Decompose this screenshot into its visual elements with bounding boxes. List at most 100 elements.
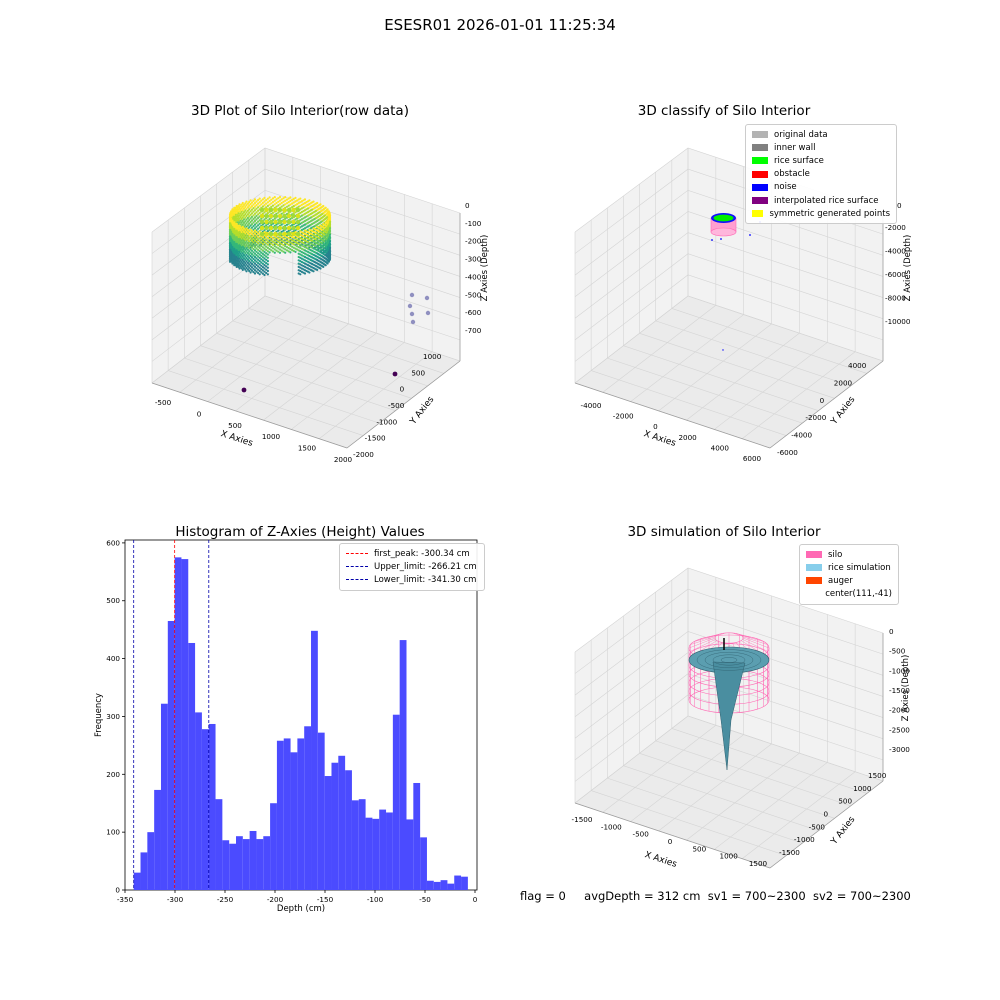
- raw-point: [270, 236, 273, 239]
- raw-point: [258, 236, 261, 240]
- raw-point: [294, 204, 297, 207]
- raw-point: [250, 208, 254, 211]
- y-tick-label: -1500: [779, 848, 800, 857]
- raw-point: [297, 198, 300, 201]
- raw-point: [268, 196, 271, 199]
- raw-point: [239, 212, 242, 215]
- raw-point: [260, 199, 263, 202]
- raw-point: [268, 243, 271, 246]
- raw-point: [250, 201, 254, 204]
- raw-point: [328, 220, 332, 223]
- raw-point: [236, 221, 239, 224]
- raw-point: [235, 219, 238, 222]
- raw-point: [236, 210, 239, 213]
- raw-point: [249, 220, 252, 224]
- raw-point: [273, 199, 276, 202]
- raw-point: [242, 211, 246, 214]
- raw-point: [280, 237, 283, 241]
- sv1-value: sv1 = 700~2300: [707, 889, 806, 903]
- raw-point: [234, 210, 237, 213]
- x-tick-label: -1000: [601, 822, 622, 831]
- raw-point: [252, 199, 255, 202]
- raw-point: [273, 196, 276, 199]
- raw-point: [239, 216, 242, 219]
- raw-point: [300, 225, 303, 228]
- y-tick-label: 1500: [868, 771, 887, 780]
- raw-point: [300, 218, 303, 221]
- raw-point: [302, 224, 305, 227]
- raw-point: [246, 216, 249, 220]
- raw-point: [249, 202, 252, 206]
- raw-point: [234, 217, 237, 220]
- raw-point: [302, 202, 305, 205]
- raw-point: [233, 210, 236, 213]
- legend-label: center(111,-41): [825, 589, 892, 600]
- grid-line: [263, 332, 377, 421]
- raw-point: [235, 208, 238, 211]
- raw-point: [266, 204, 269, 207]
- raw-point: [252, 231, 255, 234]
- raw-point: [252, 221, 255, 224]
- raw-point: [252, 207, 255, 210]
- raw-point: [250, 219, 254, 222]
- raw-point: [244, 202, 247, 205]
- raw-point: [258, 204, 261, 207]
- raw-point: [253, 209, 257, 212]
- raw-point: [273, 203, 276, 206]
- legend-entry: auger: [806, 574, 892, 587]
- raw-point: [250, 215, 254, 218]
- raw-point: [245, 204, 248, 207]
- raw-point: [239, 226, 242, 229]
- raw-point: [271, 229, 275, 232]
- raw-point: [252, 214, 255, 217]
- legend-entry: center(111,-41): [806, 588, 892, 601]
- raw-point: [300, 203, 303, 206]
- raw-point: [248, 204, 251, 207]
- raw-point: [263, 204, 266, 207]
- raw-point: [275, 237, 278, 241]
- raw-point: [235, 222, 238, 226]
- raw-point: [263, 211, 266, 214]
- raw-point: [248, 230, 251, 233]
- raw-point: [236, 224, 239, 227]
- raw-point: [328, 213, 332, 217]
- y-tick-label: -500: [809, 822, 826, 831]
- legend-entry: rice simulation: [806, 561, 892, 574]
- raw-point: [242, 221, 246, 224]
- raw-point: [253, 212, 257, 215]
- raw-point: [238, 214, 241, 217]
- grid-line: [200, 345, 396, 411]
- raw-point: [278, 195, 282, 199]
- x-tick-label: 1000: [720, 852, 739, 861]
- floor-pane: [152, 296, 460, 448]
- raw-point: [242, 230, 246, 233]
- raw-point: [328, 217, 332, 220]
- raw-point: [257, 198, 260, 202]
- raw-point: [244, 220, 247, 223]
- raw-point: [265, 199, 268, 202]
- raw-point: [248, 200, 251, 204]
- raw-point: [253, 229, 257, 232]
- raw-point: [289, 196, 292, 199]
- raw-point: [244, 229, 247, 232]
- raw-point: [255, 207, 258, 210]
- x-tick-label: -1500: [572, 815, 593, 824]
- raw-point: [241, 219, 244, 223]
- x-tick-label: -500: [633, 830, 650, 839]
- raw-point: [253, 198, 257, 201]
- raw-point: [244, 213, 247, 216]
- y-tick-label: 500: [838, 797, 852, 806]
- raw-point: [250, 226, 254, 229]
- raw-point: [250, 205, 254, 208]
- raw-point: [302, 228, 305, 231]
- raw-point: [292, 197, 295, 200]
- raw-point: [246, 209, 249, 212]
- raw-point: [237, 212, 240, 215]
- raw-point: [277, 211, 280, 214]
- raw-point: [258, 211, 261, 215]
- raw-point: [300, 228, 303, 232]
- raw-point: [249, 231, 252, 234]
- raw-point: [287, 201, 290, 204]
- raw-point: [239, 229, 242, 232]
- raw-point: [234, 219, 237, 222]
